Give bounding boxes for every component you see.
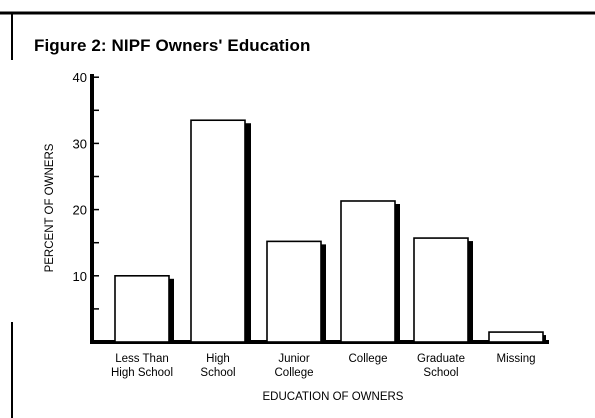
bar xyxy=(488,331,544,343)
bar-shadow xyxy=(320,244,326,342)
x-tick-label: High School xyxy=(200,353,235,379)
bar xyxy=(413,237,469,343)
y-tick-label: 40 xyxy=(73,70,87,85)
x-tick-label: Less Than High School xyxy=(111,353,173,379)
y-tick-label: 20 xyxy=(73,203,87,218)
x-tick-label-line: High xyxy=(206,353,230,365)
x-tick-label-line: Graduate xyxy=(417,353,465,365)
y-tick-label: 10 xyxy=(73,269,87,284)
chart-title: Figure 2: NIPF Owners' Education xyxy=(34,36,311,55)
bar-shadow xyxy=(394,203,400,342)
x-tick-label-line: College xyxy=(275,367,314,379)
x-tick-label-line: School xyxy=(423,367,458,379)
y-axis-title: PERCENT OF OWNERS xyxy=(44,143,56,272)
bar xyxy=(114,274,170,343)
x-tick-label-line: Junior xyxy=(278,353,309,365)
x-tick-label: College xyxy=(349,353,388,365)
x-tick-label-line: Missing xyxy=(497,353,536,365)
bar xyxy=(340,200,396,343)
bar-shadow xyxy=(542,335,546,342)
x-tick-label-line: Less Than xyxy=(115,353,169,365)
x-tick-label: Junior College xyxy=(275,353,314,379)
x-tick-label-line: School xyxy=(200,367,235,379)
x-tick-label: Missing xyxy=(497,353,536,365)
bar-shadow xyxy=(244,123,251,342)
bar xyxy=(190,119,246,343)
bar-shadow xyxy=(168,278,174,342)
x-tick-label-line: High School xyxy=(111,367,173,379)
x-axis-title: EDUCATION OF OWNERS xyxy=(263,391,404,403)
x-tick-label: Graduate School xyxy=(417,353,465,379)
bar xyxy=(266,240,322,343)
bar-shadow xyxy=(467,241,473,342)
x-tick-label-line: College xyxy=(349,353,388,365)
y-tick-label: 30 xyxy=(73,136,87,151)
